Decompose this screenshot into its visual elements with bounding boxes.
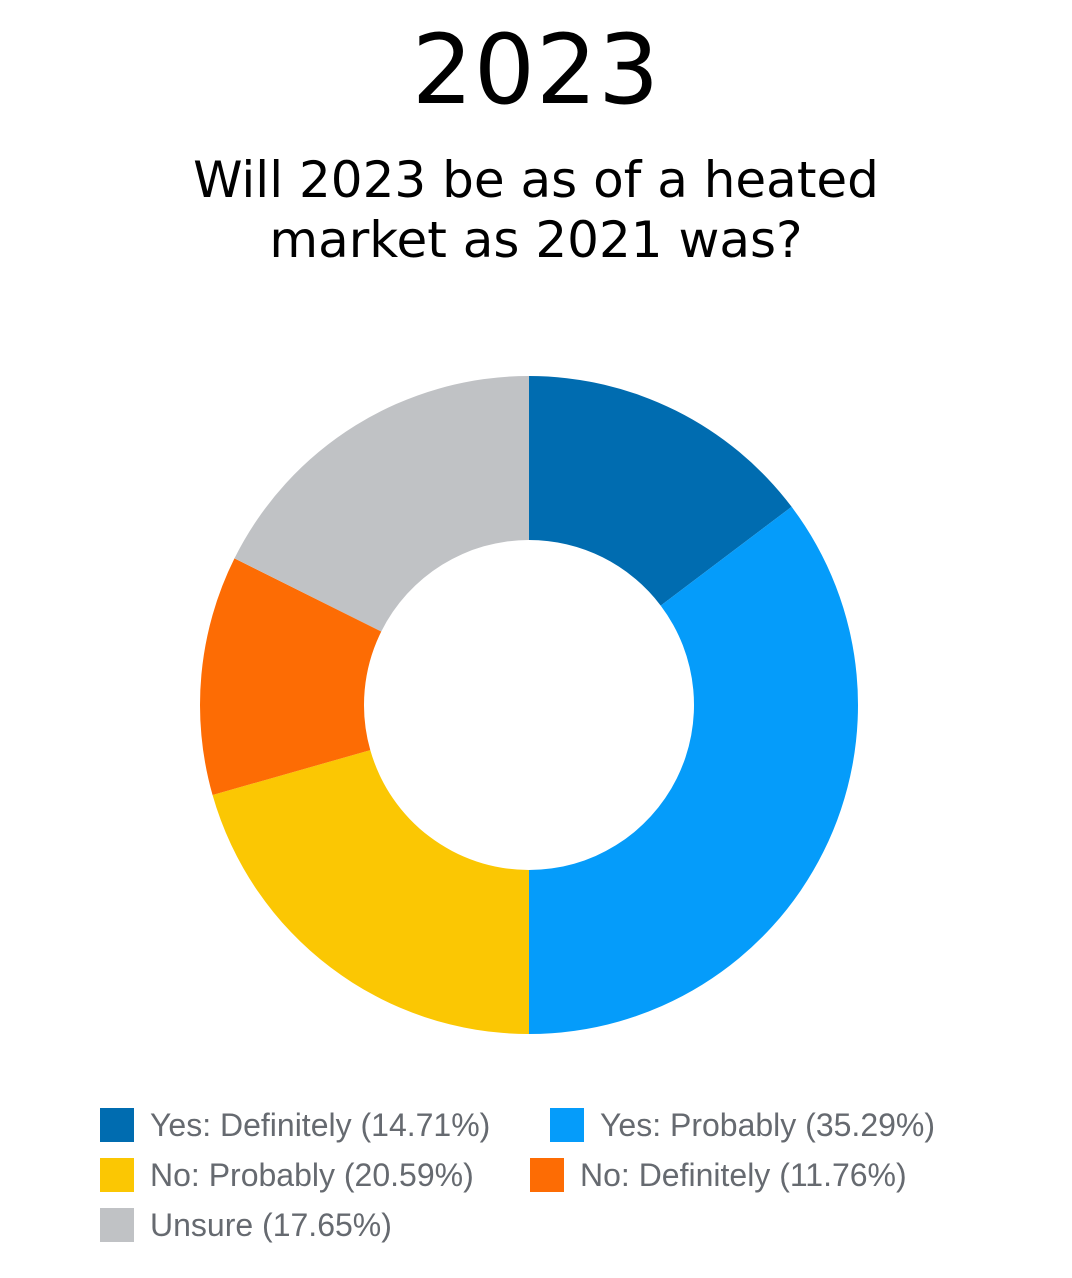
chart-title: 2023 xyxy=(411,14,661,126)
donut-slice-no-probably xyxy=(212,750,529,1034)
legend-row: Yes: Definitely (14.71%) Yes: Probably (… xyxy=(100,1100,1000,1150)
legend-item-unsure: Unsure (17.65%) xyxy=(100,1207,392,1244)
legend-label-yes-probably: Yes: Probably (35.29%) xyxy=(600,1106,936,1143)
legend-label-no-probably: No: Probably (20.59%) xyxy=(150,1156,474,1193)
legend-swatch-no-probably xyxy=(100,1158,134,1192)
legend-swatch-unsure xyxy=(100,1208,134,1242)
legend-row: Unsure (17.65%) xyxy=(100,1200,1000,1250)
legend-swatch-yes-probably xyxy=(550,1108,584,1142)
legend-swatch-yes-definitely xyxy=(100,1108,134,1142)
chart-legend: Yes: Definitely (14.71%) Yes: Probably (… xyxy=(100,1100,1000,1250)
legend-label-unsure: Unsure (17.65%) xyxy=(150,1206,392,1243)
donut-slice-yes-definitely xyxy=(529,376,792,606)
legend-item-yes-definitely: Yes: Definitely (14.71%) xyxy=(100,1107,510,1144)
legend-item-no-probably: No: Probably (20.59%) xyxy=(100,1157,490,1194)
legend-item-no-definitely: No: Definitely (11.76%) xyxy=(530,1157,907,1194)
chart-subtitle-line-1: Will 2023 be as of a heated xyxy=(193,151,879,209)
legend-swatch-no-definitely xyxy=(530,1158,564,1192)
donut-slice-no-definitely xyxy=(200,558,382,796)
chart-subtitle-line-2: market as 2021 was? xyxy=(269,211,803,269)
donut-slice-unsure xyxy=(234,376,530,632)
legend-label-no-definitely: No: Definitely (11.76%) xyxy=(580,1156,907,1193)
legend-label-yes-definitely: Yes: Definitely (14.71%) xyxy=(150,1106,491,1143)
donut-slice-yes-probably xyxy=(529,506,858,1034)
legend-item-yes-probably: Yes: Probably (35.29%) xyxy=(550,1107,935,1144)
legend-row: No: Probably (20.59%) No: Definitely (11… xyxy=(100,1150,1000,1200)
chart-subtitle: Will 2023 be as of a heated market as 20… xyxy=(0,150,1072,270)
